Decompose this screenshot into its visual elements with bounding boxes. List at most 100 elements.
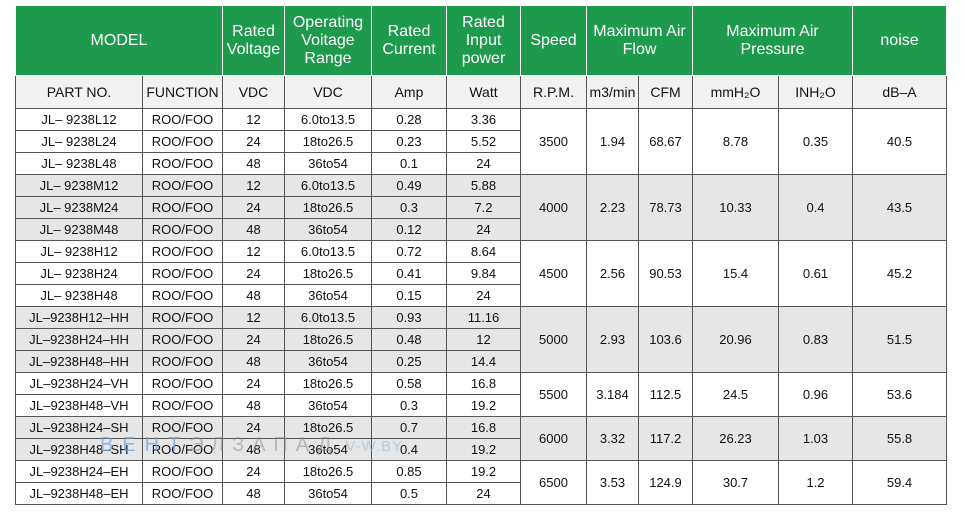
unit-function: FUNCTION [142,75,223,109]
function-cell: ROO/FOO [142,240,223,263]
unit-operating-voltage: VDC [284,75,372,109]
air-flow-m3-cell: 3.184 [586,372,639,417]
air-flow-cfm-cell: 90.53 [638,240,693,307]
noise-cell: 45.2 [852,240,948,307]
table-row: JL– 9238H12 ROO/FOO 12 6.0to13.5 0.72 8.64 450… [15,240,948,307]
part-no-cell: JL–9238H48–VH [15,394,143,417]
air-pressure-inh2o-cell: 0.35 [777,108,854,175]
rated-voltage-cell: 48 [222,350,285,373]
air-flow-m3-cell: 1.94 [586,108,639,175]
operating-voltage-cell: 6.0to13.5 [284,306,372,329]
speed-cell: 6500 [520,460,587,505]
function-cell: ROO/FOO [142,306,223,329]
air-pressure-inh2o-cell: 0.4 [777,174,854,241]
input-power-cell: 16.8 [446,416,521,439]
table-row: JL–9238H24–VH ROO/FOO 24 18to26.5 0.58 16.8 55… [15,372,948,417]
part-no-cell: JL–9238H24–EH [15,460,143,483]
function-cell: ROO/FOO [142,460,223,483]
air-pressure-mmh2o-cell: 30.7 [692,460,779,505]
table-row: JL– 9238L12 ROO/FOO 12 6.0to13.5 0.28 3.36 350… [15,108,948,175]
input-power-cell: 24 [446,218,521,241]
input-power-cell: 19.2 [446,460,521,483]
rated-voltage-cell: 24 [222,460,285,483]
part-no-cell: JL–9238H24–SH [15,416,143,439]
function-cell: ROO/FOO [142,350,223,373]
part-no-cell: JL– 9238M24 [15,196,143,219]
rated-current-cell: 0.23 [371,130,447,153]
rated-voltage-cell: 24 [222,372,285,395]
header-operating-voltage: Operating Voitage Range [284,5,372,76]
input-power-cell: 24 [446,152,521,175]
part-no-cell: JL– 9238H24 [15,262,143,285]
table-row: JL–9238H48–EH ROO/FOO 48 36to54 0.5 24 [15,482,947,505]
operating-voltage-cell: 18to26.5 [284,262,372,285]
unit-rated-voltage: VDC [222,75,285,109]
part-no-cell: JL–9238H12–HH [15,306,143,329]
air-flow-cfm-cell: 68.67 [638,108,693,175]
header-rated-voltage: Rated Voltage [222,5,285,76]
rated-voltage-cell: 48 [222,438,285,461]
air-flow-cfm-cell: 117.2 [638,416,693,461]
function-cell: ROO/FOO [142,130,223,153]
part-no-cell: JL– 9238L12 [15,108,143,131]
rated-current-cell: 0.48 [371,328,447,351]
rated-voltage-cell: 24 [222,130,285,153]
operating-voltage-cell: 6.0to13.5 [284,108,372,131]
function-cell: ROO/FOO [142,108,223,131]
air-flow-cfm-cell: 124.9 [638,460,693,505]
input-power-cell: 16.8 [446,372,521,395]
rated-current-cell: 0.5 [371,482,447,505]
air-flow-cfm-cell: 78.73 [638,174,693,241]
rated-current-cell: 0.15 [371,284,447,307]
speed-cell: 5000 [520,306,587,373]
air-flow-m3-cell: 3.53 [586,460,639,505]
rated-current-cell: 0.49 [371,174,447,197]
air-pressure-mmh2o-cell: 8.78 [692,108,779,175]
unit-speed: R.P.M. [520,75,587,109]
table-row: JL– 9238M12 ROO/FOO 12 6.0to13.5 0.49 5.88 400… [15,174,948,241]
table-row: JL–9238H24–SH ROO/FOO 24 18to26.5 0.7 16.8 600… [15,416,948,461]
noise-cell: 43.5 [852,174,948,241]
unit-noise: dB–A [852,75,948,109]
header-model: MODEL [15,5,223,76]
table-row: JL–9238H48–SH ROO/FOO 48 36to54 0.4 19.2 [15,438,947,461]
rated-current-cell: 0.72 [371,240,447,263]
rated-current-cell: 0.25 [371,350,447,373]
function-cell: ROO/FOO [142,438,223,461]
function-cell: ROO/FOO [142,196,223,219]
operating-voltage-cell: 36to54 [284,152,372,175]
part-no-cell: JL– 9238H48 [15,284,143,307]
input-power-cell: 12 [446,328,521,351]
operating-voltage-cell: 18to26.5 [284,460,372,483]
table-row: JL– 9238M24 ROO/FOO 24 18to26.5 0.3 7.2 [15,196,947,219]
input-power-cell: 5.88 [446,174,521,197]
table-row: JL– 9238L24 ROO/FOO 24 18to26.5 0.23 5.52 [15,130,947,153]
function-cell: ROO/FOO [142,328,223,351]
rated-voltage-cell: 48 [222,218,285,241]
unit-pressure-inh2o: INH₂O [777,75,854,109]
header-rated-input-power: Rated Input power [446,5,521,76]
air-pressure-inh2o-cell: 0.96 [777,372,854,417]
operating-voltage-cell: 6.0to13.5 [284,174,372,197]
noise-cell: 55.8 [852,416,948,461]
function-cell: ROO/FOO [142,416,223,439]
part-no-cell: JL–9238H24–HH [15,328,143,351]
air-pressure-inh2o-cell: 0.61 [777,240,854,307]
air-pressure-mmh2o-cell: 24.5 [692,372,779,417]
part-no-cell: JL–9238H48–EH [15,482,143,505]
rated-current-cell: 0.93 [371,306,447,329]
input-power-cell: 14.4 [446,350,521,373]
part-no-cell: JL– 9238M48 [15,218,143,241]
input-power-cell: 5.52 [446,130,521,153]
fan-spec-table: MODEL Rated Voltage Operating Voitage Ra… [15,5,948,505]
input-power-cell: 19.2 [446,394,521,417]
header-max-air-pressure: Maximum Air Pressure [691,5,854,76]
input-power-cell: 9.84 [446,262,521,285]
input-power-cell: 7.2 [446,196,521,219]
part-no-cell: JL– 9238L48 [15,152,143,175]
rated-current-cell: 0.85 [371,460,447,483]
speed-cell: 4000 [520,174,587,241]
rated-current-cell: 0.28 [371,108,447,131]
table-row: JL– 9238M48 ROO/FOO 48 36to54 0.12 24 [15,218,947,241]
